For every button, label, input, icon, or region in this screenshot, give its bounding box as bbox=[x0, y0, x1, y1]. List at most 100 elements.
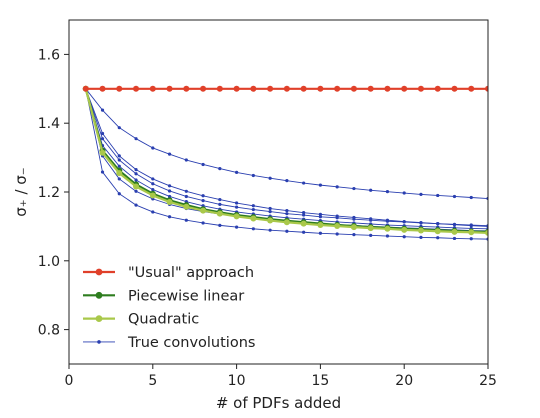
data-point bbox=[116, 85, 123, 92]
data-point bbox=[100, 108, 105, 112]
x-axis-label: # of PDFs added bbox=[216, 394, 341, 412]
data-point bbox=[183, 203, 190, 210]
data-point bbox=[283, 219, 290, 226]
data-point bbox=[318, 231, 322, 235]
data-point bbox=[167, 184, 172, 188]
data-point bbox=[452, 223, 457, 227]
data-point bbox=[468, 85, 475, 92]
data-point bbox=[384, 85, 391, 92]
data-point bbox=[352, 233, 356, 237]
series-8 bbox=[82, 85, 488, 92]
data-point bbox=[100, 170, 105, 174]
legend-label: Quadratic bbox=[128, 312, 199, 328]
data-point bbox=[300, 85, 307, 92]
data-point bbox=[134, 137, 138, 141]
data-point bbox=[469, 224, 473, 228]
data-point bbox=[267, 85, 274, 92]
legend-item: True convolutions bbox=[83, 335, 255, 351]
data-point bbox=[419, 192, 423, 197]
data-point bbox=[436, 193, 440, 198]
legend-item: Piecewise linear bbox=[83, 288, 244, 304]
data-point bbox=[385, 234, 390, 238]
y-axis-label: σ₊ / σ₋ bbox=[12, 167, 30, 216]
data-point bbox=[250, 215, 257, 222]
data-point bbox=[167, 152, 172, 156]
data-point bbox=[367, 225, 374, 232]
data-point bbox=[300, 220, 307, 227]
data-point bbox=[200, 85, 207, 92]
data-point bbox=[99, 85, 106, 92]
data-point bbox=[201, 199, 205, 203]
data-point bbox=[285, 179, 289, 183]
data-point bbox=[235, 170, 239, 174]
data-point bbox=[452, 236, 457, 241]
data-point bbox=[117, 154, 121, 158]
data-point bbox=[417, 85, 424, 92]
data-point bbox=[402, 235, 406, 239]
data-point bbox=[251, 227, 255, 231]
data-point bbox=[235, 225, 239, 229]
data-point bbox=[350, 85, 357, 92]
data-point bbox=[385, 190, 390, 194]
data-point bbox=[151, 177, 155, 181]
data-point bbox=[233, 85, 240, 92]
data-point bbox=[436, 236, 440, 240]
data-point bbox=[201, 162, 205, 167]
data-point bbox=[116, 170, 123, 177]
data-point bbox=[419, 235, 423, 240]
data-point bbox=[318, 215, 322, 219]
data-point bbox=[268, 210, 272, 214]
data-point bbox=[216, 85, 223, 92]
x-tick-label: 10 bbox=[228, 373, 246, 389]
data-point bbox=[117, 177, 121, 181]
data-point bbox=[167, 215, 172, 219]
legend: "Usual" approach Piecewise linear Quadrati… bbox=[83, 265, 255, 351]
data-point bbox=[434, 85, 441, 92]
data-point bbox=[401, 85, 408, 92]
data-point bbox=[352, 186, 356, 191]
data-point bbox=[485, 85, 488, 92]
data-point bbox=[218, 167, 222, 171]
legend-label: Piecewise linear bbox=[128, 288, 244, 304]
data-point bbox=[133, 183, 140, 190]
data-point bbox=[335, 214, 339, 218]
legend-item: Quadratic bbox=[83, 312, 199, 328]
data-point bbox=[218, 223, 222, 227]
data-point bbox=[166, 85, 173, 92]
data-point bbox=[100, 137, 105, 141]
series-line bbox=[85, 88, 488, 227]
data-point bbox=[452, 194, 457, 199]
data-point bbox=[218, 197, 222, 202]
data-point bbox=[251, 207, 255, 212]
data-point bbox=[268, 176, 272, 180]
legend-marker bbox=[95, 291, 103, 299]
data-point bbox=[235, 201, 239, 205]
x-tick-label: 15 bbox=[311, 373, 329, 389]
data-point bbox=[218, 202, 222, 206]
data-point bbox=[167, 189, 172, 193]
data-point bbox=[251, 204, 255, 208]
data-point bbox=[201, 221, 205, 225]
y-tick-label: 1.6 bbox=[38, 47, 60, 63]
data-point bbox=[117, 158, 121, 162]
data-point bbox=[302, 213, 306, 217]
data-point bbox=[233, 213, 240, 220]
data-point bbox=[151, 187, 155, 192]
data-point bbox=[417, 227, 424, 234]
x-tick-label: 5 bbox=[148, 373, 157, 389]
data-point bbox=[133, 85, 140, 92]
data-point bbox=[117, 192, 121, 196]
data-point bbox=[317, 85, 324, 92]
data-point bbox=[285, 208, 289, 213]
data-point bbox=[302, 211, 306, 215]
data-point bbox=[151, 146, 155, 150]
plot-lines bbox=[82, 85, 488, 241]
data-point bbox=[151, 210, 155, 214]
series-line bbox=[85, 88, 488, 227]
data-point bbox=[283, 85, 290, 92]
data-point bbox=[100, 131, 105, 136]
data-point bbox=[251, 173, 255, 178]
data-point bbox=[401, 226, 408, 233]
data-point bbox=[134, 189, 138, 193]
